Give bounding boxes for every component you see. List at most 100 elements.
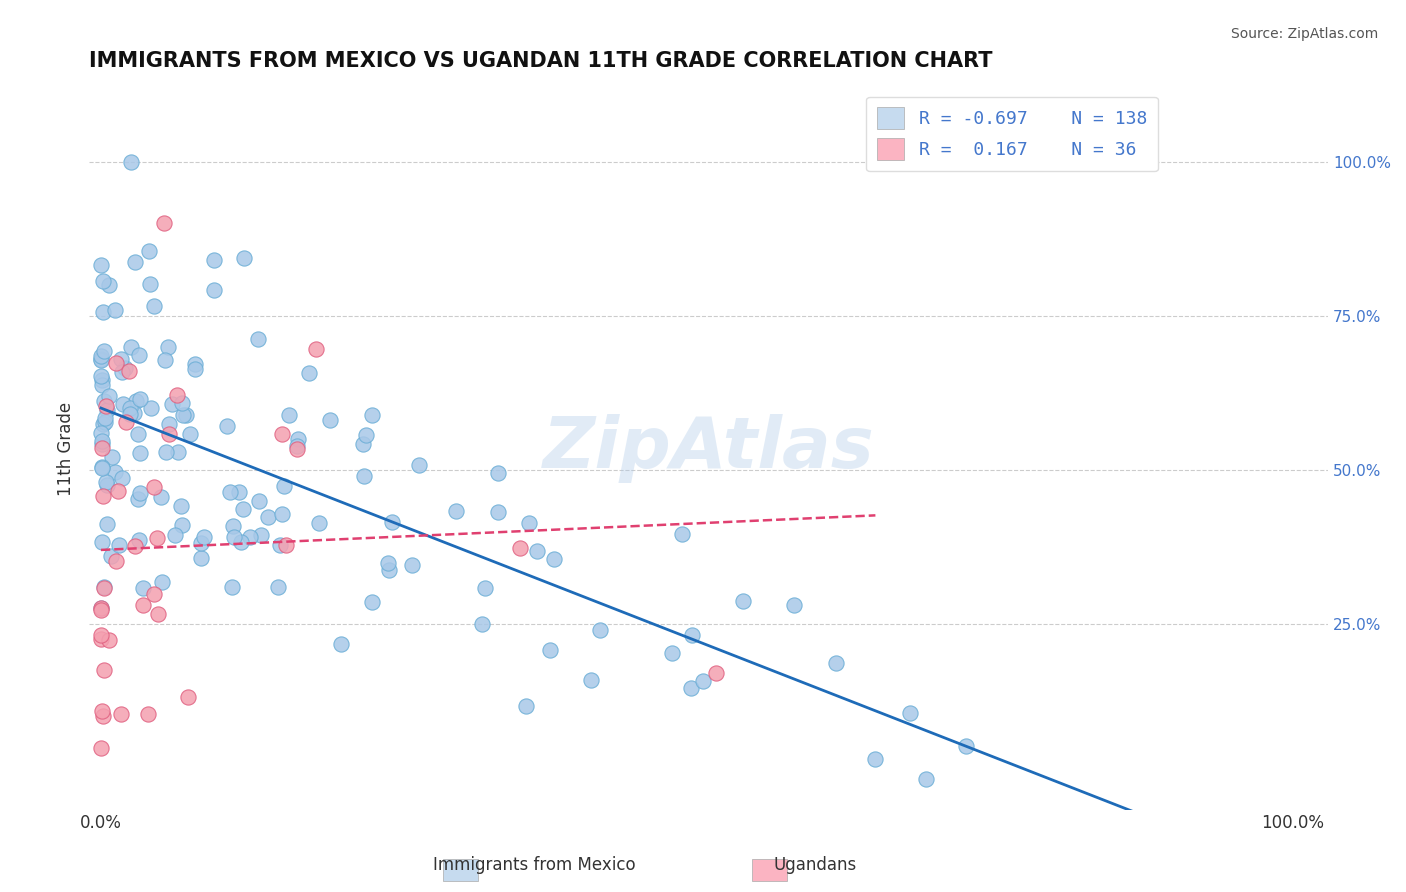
Point — [91, 274, 114, 288]
Point — [127, 491, 149, 506]
Point — [157, 426, 180, 441]
Point — [277, 408, 299, 422]
Point — [170, 517, 193, 532]
Point — [124, 255, 146, 269]
Point — [138, 244, 160, 259]
Point — [111, 471, 134, 485]
Point — [90, 461, 112, 475]
Point — [91, 377, 114, 392]
Point — [128, 533, 150, 548]
Point — [190, 536, 212, 550]
Point — [110, 352, 132, 367]
Point — [274, 538, 297, 552]
Point — [353, 468, 375, 483]
Point — [128, 348, 150, 362]
Point — [470, 617, 492, 632]
Point — [250, 528, 273, 542]
Point — [93, 581, 115, 595]
Point — [308, 516, 330, 530]
Point — [517, 516, 540, 531]
Point — [90, 632, 112, 646]
Point — [127, 426, 149, 441]
Point — [93, 393, 115, 408]
Point — [90, 460, 112, 475]
Point — [257, 509, 280, 524]
Point — [94, 475, 117, 489]
Point — [97, 389, 120, 403]
Point — [509, 541, 531, 555]
Point — [731, 594, 754, 608]
Point — [228, 484, 250, 499]
Point — [474, 582, 496, 596]
Point — [150, 491, 173, 505]
Point — [377, 563, 399, 577]
Point — [112, 397, 135, 411]
Point — [91, 434, 114, 448]
Point — [141, 401, 163, 416]
Point — [96, 477, 118, 491]
Point — [271, 427, 294, 442]
Point — [269, 538, 291, 552]
Point — [90, 258, 112, 272]
Point — [238, 530, 260, 544]
Point — [671, 527, 693, 541]
Point — [90, 628, 112, 642]
Point — [132, 582, 155, 596]
Point — [91, 417, 114, 432]
Point — [157, 417, 180, 431]
Point — [153, 352, 176, 367]
Point — [90, 704, 112, 718]
Point — [104, 554, 127, 568]
Point — [146, 532, 169, 546]
Point — [381, 515, 404, 529]
Point — [128, 486, 150, 500]
Point — [863, 752, 886, 766]
Point — [589, 623, 612, 637]
Point — [143, 587, 166, 601]
Point — [120, 340, 142, 354]
Point — [100, 549, 122, 564]
Point — [377, 557, 399, 571]
Point — [107, 484, 129, 499]
Point — [104, 303, 127, 318]
Point — [179, 427, 201, 442]
Point — [94, 411, 117, 425]
Point — [783, 599, 806, 613]
Point — [955, 739, 977, 754]
Point — [90, 600, 112, 615]
Point — [305, 343, 328, 357]
Point — [96, 399, 118, 413]
Point — [90, 740, 112, 755]
Point — [91, 373, 114, 387]
Point — [352, 437, 374, 451]
Point — [118, 407, 141, 421]
Point — [91, 709, 114, 723]
Point — [298, 366, 321, 380]
Point — [581, 673, 603, 688]
Point — [184, 361, 207, 376]
Point — [91, 535, 114, 549]
Point — [152, 216, 174, 230]
Point — [202, 253, 225, 268]
Point — [287, 432, 309, 446]
Point — [104, 356, 127, 370]
Point — [681, 628, 703, 642]
Point — [110, 707, 132, 722]
Point — [221, 581, 243, 595]
Point — [115, 415, 138, 429]
Point — [543, 551, 565, 566]
Point — [136, 706, 159, 721]
Point — [90, 437, 112, 451]
Point — [661, 646, 683, 660]
Legend: R = -0.697    N = 138, R =  0.167    N = 36: R = -0.697 N = 138, R = 0.167 N = 36 — [866, 96, 1159, 171]
Point — [124, 539, 146, 553]
Point — [108, 538, 131, 552]
Point — [143, 480, 166, 494]
Point — [96, 516, 118, 531]
Point — [285, 439, 308, 453]
Point — [401, 558, 423, 572]
Text: Source: ZipAtlas.com: Source: ZipAtlas.com — [1230, 27, 1378, 41]
Point — [824, 656, 846, 670]
Point — [285, 442, 308, 457]
Point — [90, 352, 112, 367]
